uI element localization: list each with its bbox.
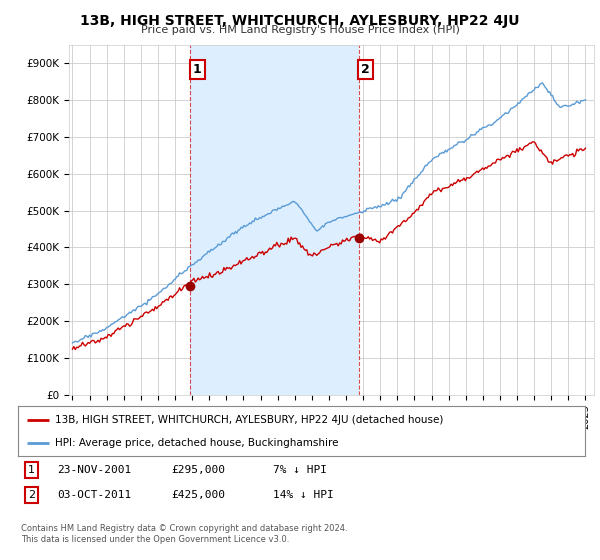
Text: Price paid vs. HM Land Registry's House Price Index (HPI): Price paid vs. HM Land Registry's House … [140,25,460,35]
Text: HPI: Average price, detached house, Buckinghamshire: HPI: Average price, detached house, Buck… [55,438,338,448]
Text: 1: 1 [28,465,35,475]
Text: 2: 2 [28,490,35,500]
Text: Contains HM Land Registry data © Crown copyright and database right 2024.: Contains HM Land Registry data © Crown c… [21,524,347,533]
Text: 13B, HIGH STREET, WHITCHURCH, AYLESBURY, HP22 4JU (detached house): 13B, HIGH STREET, WHITCHURCH, AYLESBURY,… [55,414,443,424]
Text: 1: 1 [193,63,202,76]
Text: This data is licensed under the Open Government Licence v3.0.: This data is licensed under the Open Gov… [21,535,289,544]
Text: 03-OCT-2011: 03-OCT-2011 [57,490,131,500]
Text: 7% ↓ HPI: 7% ↓ HPI [273,465,327,475]
Text: 2: 2 [361,63,370,76]
Text: £295,000: £295,000 [171,465,225,475]
Text: £425,000: £425,000 [171,490,225,500]
Text: 14% ↓ HPI: 14% ↓ HPI [273,490,334,500]
Text: 13B, HIGH STREET, WHITCHURCH, AYLESBURY, HP22 4JU: 13B, HIGH STREET, WHITCHURCH, AYLESBURY,… [80,14,520,28]
Text: 23-NOV-2001: 23-NOV-2001 [57,465,131,475]
Bar [190,45,359,395]
